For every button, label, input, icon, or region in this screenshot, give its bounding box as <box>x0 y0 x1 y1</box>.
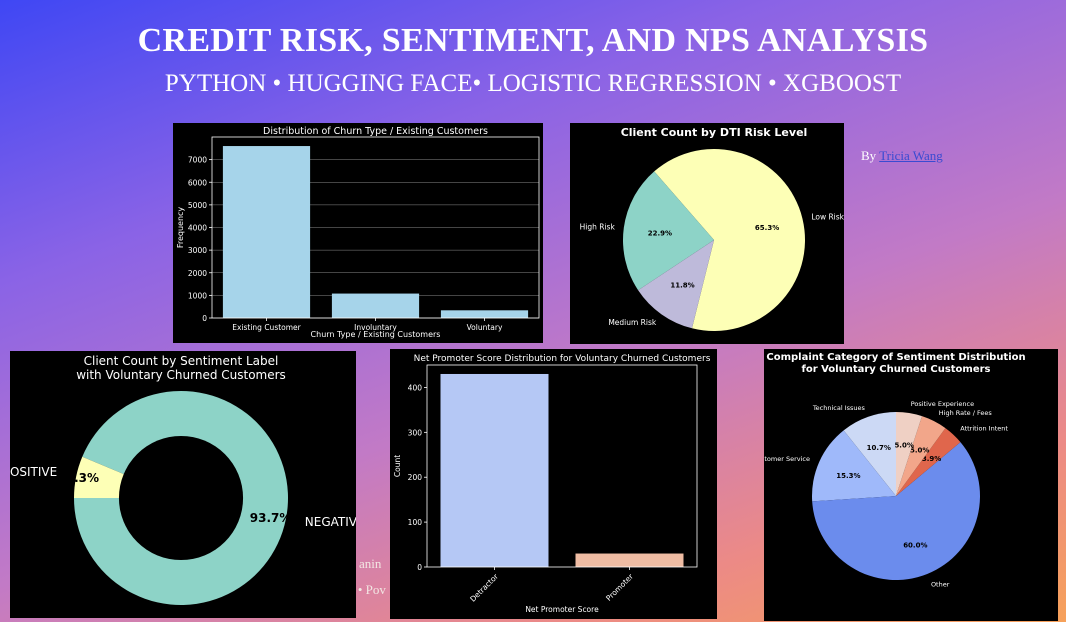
y-axis-label: Count <box>393 455 402 477</box>
chart-title: Complaint Category of Sentiment Distribu… <box>766 352 1025 363</box>
plot-frame <box>211 136 540 319</box>
y-tick-label: 5000 <box>188 201 207 210</box>
churn-type-chart: Distribution of Churn Type / Existing Cu… <box>173 123 543 343</box>
slice-low-risk <box>654 149 805 331</box>
y-tick-label: 6000 <box>188 178 207 187</box>
chart-title: Net Promoter Score Distribution for Volu… <box>414 354 711 364</box>
complaint-category-chart: 10.7% Technical Issues 15.3% Poor Customer … <box>764 349 1058 621</box>
slice-label: POSITIVE <box>10 465 57 479</box>
y-tick-label: 300 <box>408 428 423 437</box>
background-text-fragment: ı • Pov <box>351 582 386 597</box>
nps-chart: Net Promoter Score Distribution for Volu… <box>390 349 717 619</box>
slice-percent-label: 93.7% <box>250 511 292 525</box>
y-tick-label: 2000 <box>188 269 207 278</box>
slice-percent-label: 60.0% <box>903 541 927 549</box>
y-tick-label: 400 <box>408 383 423 392</box>
slice-label: High Risk <box>580 223 616 232</box>
donut-hole <box>118 435 244 561</box>
y-tick-label: 1000 <box>188 291 207 300</box>
slice-percent-label: 22.9% <box>648 230 672 238</box>
slice-label: High Rate / Fees <box>939 409 993 417</box>
chart-title: with Voluntary Churned Customers <box>76 368 286 382</box>
byline-prefix: By <box>861 148 877 163</box>
page-subtitle: PYTHON • HUGGING FACE• LOGISTIC REGRESSI… <box>164 70 902 97</box>
slice-other <box>812 442 980 580</box>
slice-label: Technical Issues <box>812 404 866 412</box>
slice-label: Medium Risk <box>608 318 657 327</box>
slice-percent-label: 11.8% <box>670 282 694 290</box>
slice-label: Poor Customer Service <box>764 455 810 463</box>
x-tick-label: Detractor <box>468 571 500 603</box>
slice-technical-issues <box>843 412 896 496</box>
slice-poor-customer-service <box>812 430 896 502</box>
slice-percent-label: 3.9% <box>922 455 941 463</box>
slice-percent-label: 10.7% <box>867 444 891 452</box>
y-tick-label: 3000 <box>188 246 207 255</box>
slice-percent-label: 15.3% <box>836 472 860 480</box>
x-tick-label: Promoter <box>604 571 635 602</box>
slice-high-rate-fees <box>896 416 946 496</box>
chart-title: Client Count by DTI Risk Level <box>621 126 808 139</box>
bar-involuntary <box>331 293 420 318</box>
author-link[interactable]: Tricia Wang <box>879 148 943 163</box>
y-tick-label: 100 <box>408 518 423 527</box>
slice-label: Attrition Intent <box>960 424 1008 432</box>
bar-detractor <box>440 373 549 567</box>
slice-label: Low Risk <box>811 213 844 222</box>
slice-percent-label: 6.3% <box>66 471 99 485</box>
x-tick-label: Voluntary <box>467 323 503 332</box>
x-tick-label: Involuntary <box>354 323 397 332</box>
slice-percent-label: 5.0% <box>894 442 913 450</box>
bar-existing-customer <box>222 146 311 318</box>
x-axis-label: Net Promoter Score <box>525 605 599 614</box>
chart-title: for Voluntary Churned Customers <box>801 364 990 375</box>
chart-title: Client Count by Sentiment Label <box>84 354 279 368</box>
slice-high-risk <box>623 171 714 291</box>
y-tick-label: 0 <box>202 314 207 323</box>
dti-risk-chart: 65.3% Low Risk 22.9% High Risk 11.8% Medium R… <box>570 123 844 344</box>
y-tick-label: 4000 <box>188 224 207 233</box>
slice-medium-risk <box>638 240 714 329</box>
slice-percent-label: 5.0% <box>910 447 929 455</box>
background-text-fragment: anin <box>359 556 382 571</box>
plot-frame <box>426 364 698 568</box>
sentiment-donut-chart: 93.7% NEGATIVE 6.3% POSITIVE Client Count by… <box>10 351 356 618</box>
slice-attrition-intent <box>896 428 961 496</box>
chart-title: Distribution of Churn Type / Existing Cu… <box>263 126 488 137</box>
slice-positive-experience <box>896 412 922 496</box>
byline: By Tricia Wang <box>861 148 943 164</box>
page-title: CREDIT RISK, SENTIMENT, AND NPS ANALYSIS <box>137 22 929 59</box>
x-axis-label: Churn Type / Existing Customers <box>311 330 441 339</box>
slice-label: Positive Experience <box>911 400 974 408</box>
slice-label: Other <box>931 580 950 588</box>
x-tick-label: Existing Customer <box>232 323 301 332</box>
slice-percent-label: 65.3% <box>755 224 779 232</box>
y-axis-label: Frequency <box>176 207 185 249</box>
bar-promoter <box>575 553 684 567</box>
y-tick-label: 200 <box>408 473 423 482</box>
y-tick-label: 7000 <box>188 156 207 165</box>
bar-voluntary <box>440 310 529 318</box>
y-tick-label: 0 <box>417 563 422 572</box>
slice-label: NEGATIVE <box>305 515 356 529</box>
